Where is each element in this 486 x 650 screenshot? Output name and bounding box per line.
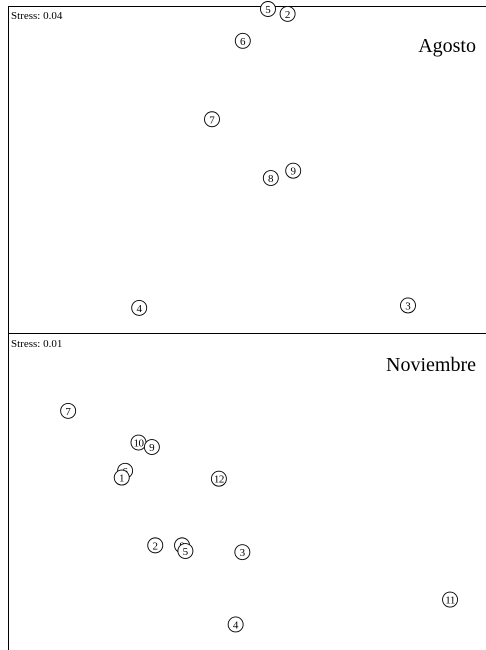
point-10: 10 (130, 434, 147, 451)
point-marker (210, 470, 227, 487)
panel-noviembre: Stress: 0.01 Noviembre 710961122853114 (8, 333, 486, 650)
point-marker (147, 537, 164, 554)
point-11: 11 (442, 591, 458, 608)
panel-noviembre-points: 710961122853114 (60, 402, 458, 633)
point-marker (279, 5, 296, 22)
panel-agosto-points: 5 2 6 7 9 8 4 3 (131, 1, 416, 316)
panel-agosto-frame (8, 6, 486, 334)
point-3: 3 (400, 297, 416, 314)
point-marker (131, 299, 148, 316)
point-marker (285, 162, 302, 179)
point-label: 12 (214, 474, 224, 486)
point-marker (234, 32, 251, 49)
point-4: 4 (227, 616, 244, 633)
panel-noviembre-title: Noviembre (386, 354, 476, 376)
point-7: 7 (204, 111, 220, 128)
point-label: 7 (65, 406, 71, 418)
point-label: 10 (134, 438, 145, 450)
point-marker (442, 591, 458, 608)
point-7: 7 (60, 402, 77, 419)
point-label: 11 (445, 595, 455, 607)
panel-noviembre-frame (8, 333, 486, 650)
point-label: 4 (233, 619, 239, 631)
point-9: 9 (285, 162, 302, 179)
point-12: 12 (210, 470, 227, 487)
point-4: 4 (131, 299, 148, 316)
point-marker (260, 1, 276, 17)
point-label: 3 (405, 300, 411, 312)
panel-agosto-title: Agosto (418, 35, 476, 57)
point-9: 9 (143, 439, 160, 456)
point-2: 2 (279, 5, 296, 22)
point-1: 1 (113, 469, 130, 486)
point-8: 8 (262, 170, 279, 187)
point-label: 1 (119, 473, 125, 485)
point-marker (234, 544, 251, 561)
point-marker (227, 616, 244, 633)
point-label: 5 (265, 4, 271, 16)
point-label: 9 (149, 442, 155, 454)
point-label: 6 (240, 36, 246, 48)
panel-agosto-stress: Stress: 0.04 (11, 10, 63, 22)
point-label: 8 (268, 173, 274, 185)
point-5: 5 (177, 543, 194, 559)
point-marker (143, 439, 160, 456)
point-6: 6 (234, 32, 251, 49)
point-label: 5 (183, 546, 189, 558)
point-marker (60, 402, 77, 419)
point-3: 3 (234, 544, 251, 561)
point-marker (204, 111, 220, 128)
point-label: 9 (290, 166, 296, 178)
point-marker (400, 297, 416, 314)
panel-agosto: Stress: 0.04 Agosto 5 2 6 7 9 8 4 3 (8, 1, 486, 334)
point-2: 2 (147, 537, 164, 554)
point-label: 2 (285, 9, 291, 21)
point-label: 2 (153, 540, 159, 552)
panel-noviembre-stress: Stress: 0.01 (11, 338, 62, 350)
point-label: 7 (209, 114, 215, 126)
point-label: 4 (136, 303, 142, 315)
point-5: 5 (260, 1, 276, 17)
point-marker (113, 469, 130, 486)
point-label: 3 (240, 547, 246, 559)
point-marker (262, 170, 279, 187)
point-marker (177, 543, 194, 559)
